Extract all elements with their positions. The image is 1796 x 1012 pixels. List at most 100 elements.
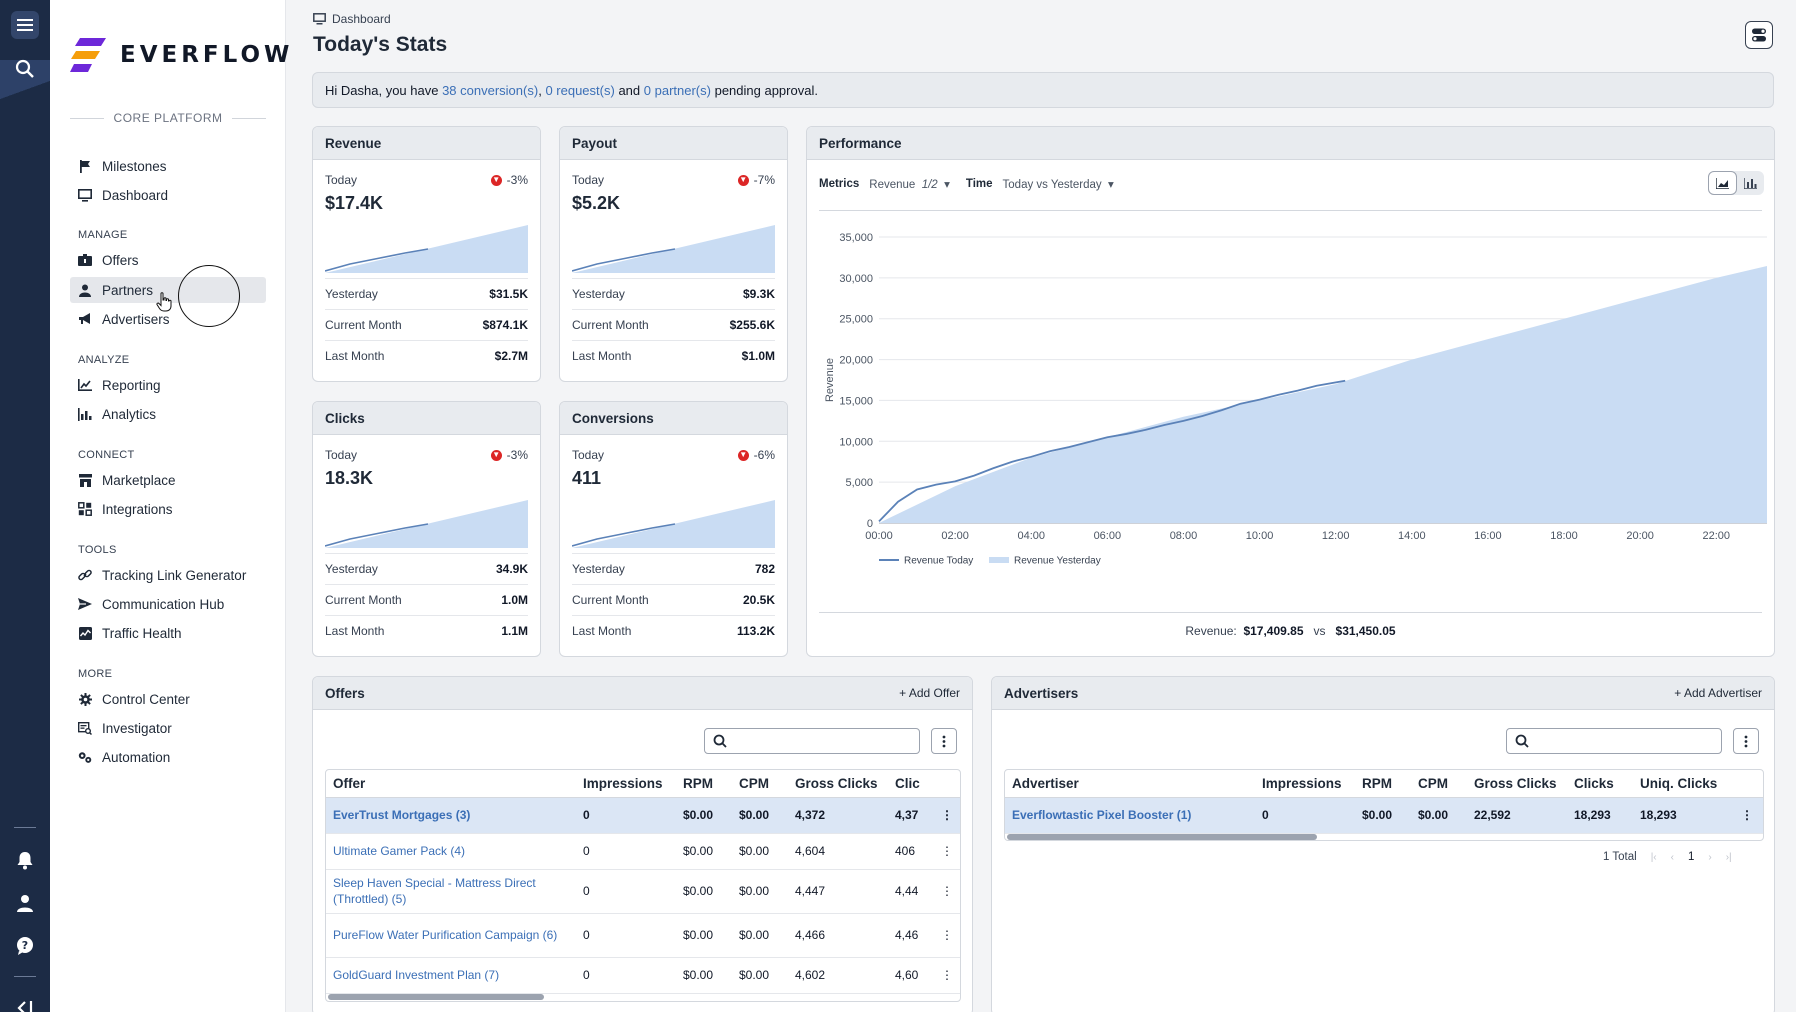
column-header[interactable]: Clic xyxy=(888,770,932,798)
sidebar-item-marketplace[interactable]: Marketplace xyxy=(70,467,266,493)
table-row[interactable]: Everflowtastic Pixel Booster (1) 0 $0.00… xyxy=(1005,797,1763,834)
advertisers-search-input[interactable] xyxy=(1506,728,1722,754)
offer-name-link[interactable]: GoldGuard Investment Plan (7) xyxy=(326,957,576,994)
advertiser-name-link[interactable]: Everflowtastic Pixel Booster (1) xyxy=(1005,797,1255,834)
sidebar-item-control-center[interactable]: Control Center xyxy=(70,686,266,712)
offer-name-link[interactable]: Ultimate Gamer Pack (4) xyxy=(326,833,576,870)
sidebar-item-analytics[interactable]: Analytics xyxy=(70,401,266,427)
help-icon[interactable]: ? xyxy=(11,932,39,960)
today-value: 18.3K xyxy=(325,468,374,488)
core-platform-label: CORE PLATFORM xyxy=(70,111,267,125)
analytics-icon xyxy=(78,407,92,421)
chevron-down-icon: ▾ xyxy=(944,179,950,191)
offer-name-link[interactable]: Sleep Haven Special - Mattress Direct (T… xyxy=(326,869,576,914)
everflow-logo[interactable]: EVERFLOW xyxy=(70,38,293,72)
column-header[interactable]: RPM xyxy=(1355,770,1411,798)
payout-card: Payout Today ▼ -7% $5.2K Yesterday $9.3K Cu… xyxy=(559,126,788,382)
collapse-icon[interactable] xyxy=(11,994,39,1012)
row-actions-icon[interactable]: ⋮ xyxy=(932,913,960,958)
y-tick-label: 25,000 xyxy=(839,314,873,326)
column-header[interactable]: Impressions xyxy=(1255,770,1355,798)
first-page-icon[interactable]: |‹ xyxy=(1650,851,1657,863)
sidebar-item-offers[interactable]: Offers xyxy=(70,247,266,273)
row-actions-icon[interactable]: ⋮ xyxy=(932,833,960,870)
table-row[interactable]: EverTrust Mortgages (3) 0 $0.00 $0.00 4,… xyxy=(326,797,960,834)
last-page-icon[interactable]: ›| xyxy=(1725,851,1732,863)
sidebar-item-communication-hub[interactable]: Communication Hub xyxy=(70,591,266,617)
clicks-card: Clicks Today ▼ -3% 18.3K Yesterday 34.9K Cu… xyxy=(312,401,541,657)
metrics-label: Metrics xyxy=(819,178,860,190)
x-tick-label: 04:00 xyxy=(1017,530,1045,542)
column-header[interactable]: Impressions xyxy=(576,770,676,798)
row-actions-icon[interactable]: ⋮ xyxy=(932,869,960,914)
breadcrumb[interactable]: Dashboard xyxy=(313,12,391,26)
sidebar-item-advertisers[interactable]: Advertisers xyxy=(70,306,266,332)
column-header[interactable]: Gross Clicks xyxy=(1467,770,1567,798)
x-tick-label: 00:00 xyxy=(865,530,893,542)
next-page-icon[interactable]: › xyxy=(1708,851,1712,863)
table-row[interactable]: GoldGuard Investment Plan (7) 0 $0.00 $0… xyxy=(326,957,960,994)
x-tick-label: 14:00 xyxy=(1398,530,1426,542)
sidebar-item-investigator[interactable]: Investigator xyxy=(70,715,266,741)
bell-icon[interactable] xyxy=(11,846,39,874)
cell: $0.00 xyxy=(676,957,732,994)
toggle-icon xyxy=(1752,28,1766,42)
monitor-icon xyxy=(78,188,92,202)
sidebar-item-tracking-link-generator[interactable]: Tracking Link Generator xyxy=(70,562,266,588)
layout-toggle-button[interactable] xyxy=(1745,21,1773,49)
reporting-icon xyxy=(78,378,92,392)
current-page[interactable]: 1 xyxy=(1687,851,1695,863)
row-actions-icon[interactable]: ⋮ xyxy=(932,797,960,834)
add-advertiser-button[interactable]: + Add Advertiser xyxy=(1674,686,1762,700)
column-header[interactable]: Clicks xyxy=(1567,770,1633,798)
time-select[interactable]: Today vs Yesterday ▾ xyxy=(1002,179,1114,191)
sidebar: EVERFLOW CORE PLATFORM Milestones Dashbo… xyxy=(50,0,289,1012)
hamburger-icon[interactable] xyxy=(11,11,39,39)
offer-name-link[interactable]: PureFlow Water Purification Campaign (6) xyxy=(326,913,576,958)
row-actions-icon[interactable]: ⋮ xyxy=(932,957,960,994)
column-header[interactable]: Advertiser xyxy=(1005,770,1255,798)
y-tick-label: 10,000 xyxy=(839,436,873,448)
area-chart-icon[interactable] xyxy=(1708,171,1737,195)
sidebar-item-automation[interactable]: Automation xyxy=(70,744,266,770)
sidebar-item-traffic-health[interactable]: Traffic Health xyxy=(70,620,266,646)
column-header[interactable]: Gross Clicks xyxy=(788,770,888,798)
column-header[interactable]: CPM xyxy=(732,770,788,798)
row-actions-icon[interactable]: ⋮ xyxy=(1729,797,1763,834)
stat-row-current-month: Current Month $874.1K xyxy=(325,309,528,340)
partners-link[interactable]: 0 partner(s) xyxy=(643,82,711,98)
offers-table: Offer Impressions RPM CPM Gross Clicks C… xyxy=(325,769,961,1002)
conversions-link[interactable]: 38 conversion(s) xyxy=(442,82,539,98)
column-header[interactable]: CPM xyxy=(1411,770,1467,798)
table-row[interactable]: Sleep Haven Special - Mattress Direct (T… xyxy=(326,869,960,914)
add-offer-button[interactable]: + Add Offer xyxy=(899,686,960,700)
search-icon[interactable] xyxy=(11,55,39,83)
sidebar-item-integrations[interactable]: Integrations xyxy=(70,496,266,522)
conversions-card: Conversions Today ▼ -6% 411 Yesterday 782 C… xyxy=(559,401,788,657)
column-header[interactable]: Uniq. Clicks xyxy=(1633,770,1729,798)
horizontal-scrollbar[interactable] xyxy=(328,994,544,1000)
table-row[interactable]: Ultimate Gamer Pack (4) 0 $0.00 $0.00 4,… xyxy=(326,833,960,870)
sidebar-item-reporting[interactable]: Reporting xyxy=(70,372,266,398)
user-icon[interactable] xyxy=(11,889,39,917)
offers-search-input[interactable] xyxy=(704,728,920,754)
prev-page-icon[interactable]: ‹ xyxy=(1670,851,1674,863)
requests-link[interactable]: 0 request(s) xyxy=(545,82,615,98)
bar-chart-icon[interactable] xyxy=(1737,171,1764,195)
sidebar-item-label: Analytics xyxy=(102,406,157,422)
cell: 0 xyxy=(1255,797,1355,834)
sidebar-item-milestones[interactable]: Milestones xyxy=(70,153,266,179)
sidebar-item-dashboard[interactable]: Dashboard xyxy=(70,182,266,208)
offer-name-link[interactable]: EverTrust Mortgages (3) xyxy=(326,797,576,834)
table-row[interactable]: PureFlow Water Purification Campaign (6)… xyxy=(326,913,960,958)
rail-decoration xyxy=(0,60,50,120)
metrics-select[interactable]: Revenue 1/2 ▾ xyxy=(869,179,950,191)
x-tick-label: 10:00 xyxy=(1246,530,1274,542)
offers-more-button[interactable] xyxy=(931,728,957,754)
sidebar-item-label: Automation xyxy=(102,749,171,765)
column-header[interactable]: RPM xyxy=(676,770,732,798)
icon-rail: ? xyxy=(0,0,50,1012)
horizontal-scrollbar[interactable] xyxy=(1007,834,1317,840)
column-header[interactable]: Offer xyxy=(326,770,576,798)
advertisers-more-button[interactable] xyxy=(1733,728,1759,754)
